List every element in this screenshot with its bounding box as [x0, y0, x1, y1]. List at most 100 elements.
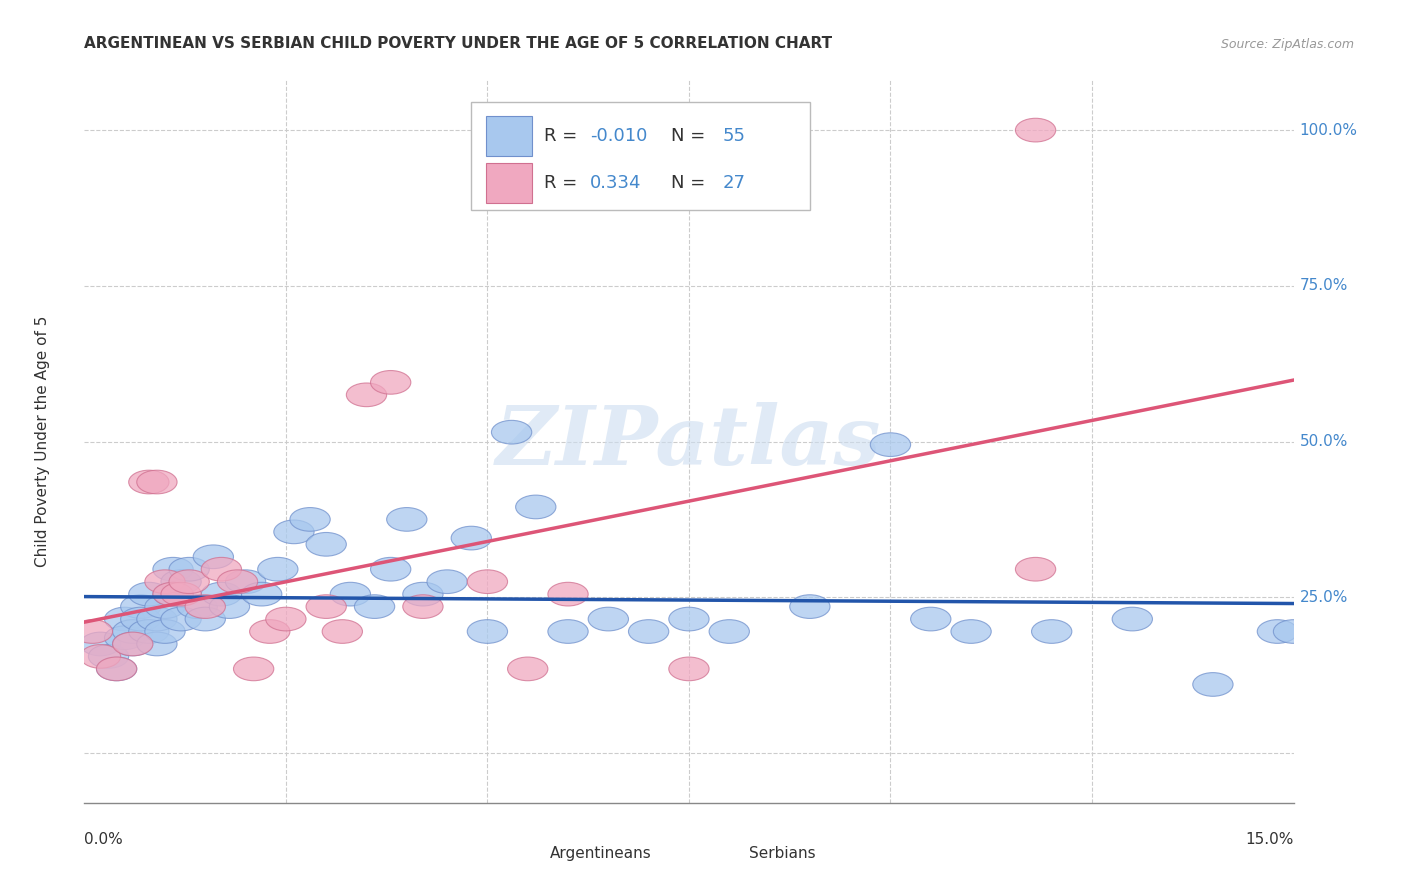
Ellipse shape	[186, 595, 225, 618]
Ellipse shape	[145, 595, 186, 618]
FancyBboxPatch shape	[720, 843, 741, 864]
Ellipse shape	[136, 607, 177, 631]
Ellipse shape	[233, 657, 274, 681]
Ellipse shape	[371, 370, 411, 394]
Ellipse shape	[1015, 119, 1056, 142]
Ellipse shape	[387, 508, 427, 532]
Ellipse shape	[129, 582, 169, 606]
Ellipse shape	[467, 620, 508, 643]
Ellipse shape	[307, 595, 346, 618]
Ellipse shape	[145, 620, 186, 643]
FancyBboxPatch shape	[471, 102, 810, 211]
Ellipse shape	[709, 620, 749, 643]
Ellipse shape	[274, 520, 314, 544]
Ellipse shape	[1112, 607, 1153, 631]
Text: 25.0%: 25.0%	[1299, 590, 1348, 605]
Text: 0.0%: 0.0%	[84, 831, 124, 847]
Ellipse shape	[129, 470, 169, 494]
Ellipse shape	[1257, 620, 1298, 643]
Ellipse shape	[112, 620, 153, 643]
Ellipse shape	[911, 607, 950, 631]
Ellipse shape	[97, 657, 136, 681]
Ellipse shape	[1032, 620, 1071, 643]
Text: Serbians: Serbians	[749, 846, 815, 861]
Ellipse shape	[153, 558, 193, 581]
Ellipse shape	[290, 508, 330, 532]
Ellipse shape	[209, 595, 250, 618]
Ellipse shape	[201, 558, 242, 581]
Ellipse shape	[508, 657, 548, 681]
Ellipse shape	[330, 582, 371, 606]
Ellipse shape	[870, 433, 911, 457]
Ellipse shape	[354, 595, 395, 618]
Ellipse shape	[121, 595, 160, 618]
Ellipse shape	[790, 595, 830, 618]
Ellipse shape	[112, 632, 153, 656]
Text: -0.010: -0.010	[589, 127, 647, 145]
Ellipse shape	[402, 595, 443, 618]
Ellipse shape	[186, 607, 225, 631]
Text: Argentineans: Argentineans	[550, 846, 651, 861]
Ellipse shape	[218, 570, 257, 593]
FancyBboxPatch shape	[486, 163, 531, 203]
Ellipse shape	[628, 620, 669, 643]
Ellipse shape	[80, 632, 121, 656]
FancyBboxPatch shape	[486, 117, 531, 156]
Ellipse shape	[201, 582, 242, 606]
Text: 27: 27	[723, 174, 745, 192]
Ellipse shape	[266, 607, 307, 631]
FancyBboxPatch shape	[520, 843, 541, 864]
Ellipse shape	[97, 657, 136, 681]
Text: Source: ZipAtlas.com: Source: ZipAtlas.com	[1220, 38, 1354, 52]
Ellipse shape	[169, 570, 209, 593]
Ellipse shape	[346, 383, 387, 407]
Text: R =: R =	[544, 174, 583, 192]
Ellipse shape	[950, 620, 991, 643]
Ellipse shape	[129, 620, 169, 643]
Text: R =: R =	[544, 127, 583, 145]
Text: ZIPatlas: ZIPatlas	[496, 401, 882, 482]
Text: 100.0%: 100.0%	[1299, 122, 1358, 137]
Ellipse shape	[153, 582, 193, 606]
Ellipse shape	[1192, 673, 1233, 697]
Ellipse shape	[588, 607, 628, 631]
Ellipse shape	[492, 420, 531, 444]
Text: 75.0%: 75.0%	[1299, 278, 1348, 293]
Ellipse shape	[371, 558, 411, 581]
Ellipse shape	[250, 620, 290, 643]
Text: 55: 55	[723, 127, 745, 145]
Ellipse shape	[89, 645, 129, 668]
Ellipse shape	[669, 657, 709, 681]
Ellipse shape	[160, 582, 201, 606]
Text: 0.334: 0.334	[589, 174, 641, 192]
Ellipse shape	[136, 470, 177, 494]
Ellipse shape	[121, 607, 160, 631]
Ellipse shape	[169, 558, 209, 581]
Ellipse shape	[548, 582, 588, 606]
Ellipse shape	[257, 558, 298, 581]
Ellipse shape	[307, 533, 346, 556]
Text: ARGENTINEAN VS SERBIAN CHILD POVERTY UNDER THE AGE OF 5 CORRELATION CHART: ARGENTINEAN VS SERBIAN CHILD POVERTY UND…	[84, 37, 832, 52]
Text: 15.0%: 15.0%	[1246, 831, 1294, 847]
Ellipse shape	[104, 607, 145, 631]
Text: N =: N =	[671, 174, 711, 192]
Ellipse shape	[242, 582, 281, 606]
Text: N =: N =	[671, 127, 711, 145]
Text: Child Poverty Under the Age of 5: Child Poverty Under the Age of 5	[35, 316, 49, 567]
Ellipse shape	[669, 607, 709, 631]
Ellipse shape	[402, 582, 443, 606]
Ellipse shape	[193, 545, 233, 568]
Ellipse shape	[225, 570, 266, 593]
Ellipse shape	[177, 595, 218, 618]
Ellipse shape	[548, 620, 588, 643]
Ellipse shape	[427, 570, 467, 593]
Ellipse shape	[72, 620, 112, 643]
Ellipse shape	[1274, 620, 1313, 643]
Ellipse shape	[322, 620, 363, 643]
Ellipse shape	[516, 495, 555, 519]
Ellipse shape	[136, 632, 177, 656]
Ellipse shape	[160, 570, 201, 593]
Ellipse shape	[104, 626, 145, 649]
Ellipse shape	[153, 582, 193, 606]
Ellipse shape	[80, 645, 121, 668]
